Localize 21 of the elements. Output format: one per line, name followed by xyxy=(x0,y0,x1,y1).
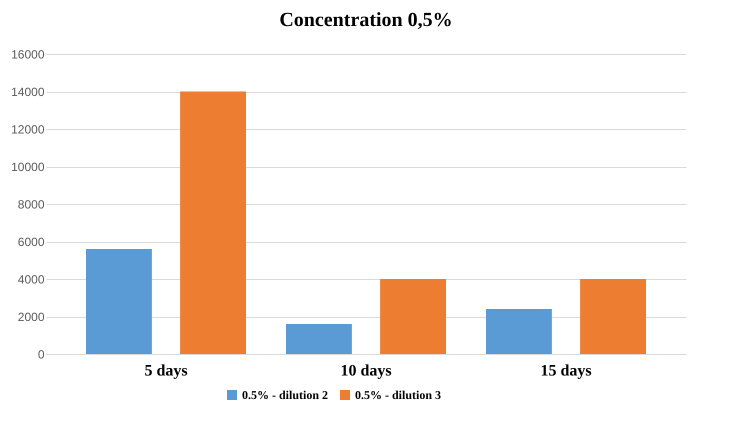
bar xyxy=(180,92,246,354)
y-tick-label: 14000 xyxy=(11,85,45,99)
bar xyxy=(380,279,446,354)
x-tick-label: 5 days xyxy=(144,362,188,380)
y-tick-label: 10000 xyxy=(11,160,45,174)
bar xyxy=(580,279,646,354)
y-tick-label: 0 xyxy=(38,348,45,362)
legend-label: 0.5% - dilution 2 xyxy=(242,388,328,402)
legend-label: 0.5% - dilution 3 xyxy=(355,388,442,402)
x-tick-label: 15 days xyxy=(540,362,592,380)
bar xyxy=(486,309,552,354)
y-tick-label: 4000 xyxy=(18,272,45,286)
y-tick-label: 6000 xyxy=(18,235,45,249)
bar xyxy=(86,249,152,354)
chart-title: Concentration 0,5% xyxy=(279,9,453,31)
y-tick-label: 8000 xyxy=(18,198,45,212)
y-tick-label: 16000 xyxy=(11,48,45,62)
bar xyxy=(286,324,352,354)
y-tick-label: 2000 xyxy=(18,310,45,324)
y-tick-label: 12000 xyxy=(11,122,45,136)
x-tick-label: 10 days xyxy=(340,362,392,380)
